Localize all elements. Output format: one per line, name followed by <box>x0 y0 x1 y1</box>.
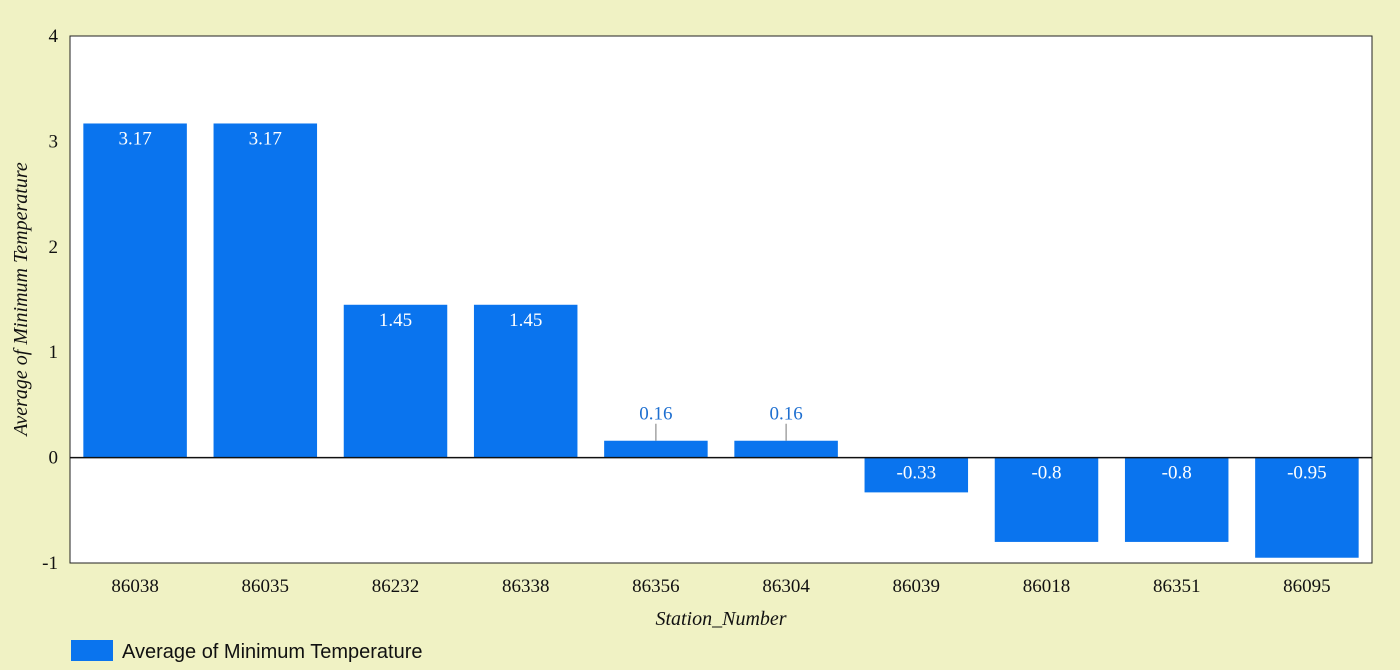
bar <box>1124 457 1229 542</box>
x-tick-label: 86232 <box>372 576 420 597</box>
x-tick-label: 86095 <box>1283 576 1331 597</box>
bar-value-label: -0.95 <box>1287 463 1327 484</box>
data-labels-group: 3.17 3.17 1.45 1.45 0.16 0.16 -0.33 -0.8 -0.8 -0.… <box>118 128 1326 483</box>
bar-value-label: 1.45 <box>509 310 542 331</box>
bar-value-label: 0.16 <box>639 404 672 425</box>
x-axis-title: Station_Number <box>655 608 786 630</box>
bar <box>343 304 448 458</box>
x-tick-label: 86018 <box>1023 576 1071 597</box>
bar-value-label: 3.17 <box>118 128 151 149</box>
legend-swatch <box>71 640 113 661</box>
x-tick-label: 86039 <box>893 576 941 597</box>
bar-value-label: 0.16 <box>769 404 802 425</box>
bar <box>734 440 838 458</box>
y-axis: -1 0 1 2 3 4 <box>42 26 58 574</box>
legend: Average of Minimum Temperature <box>71 640 423 663</box>
bars-group <box>83 123 1359 558</box>
y-tick-label: 1 <box>49 342 59 363</box>
x-tick-label: 86356 <box>632 576 680 597</box>
x-tick-label: 86304 <box>762 576 810 597</box>
bar-value-label: -0.8 <box>1031 463 1061 484</box>
bar-value-label: 1.45 <box>379 310 412 331</box>
bar <box>473 304 578 458</box>
legend-label: Average of Minimum Temperature <box>122 641 423 663</box>
bar <box>994 457 1099 542</box>
y-tick-label: 3 <box>49 131 59 152</box>
y-tick-label: 2 <box>49 237 59 258</box>
bar <box>604 440 708 458</box>
bar-value-label: 3.17 <box>249 128 282 149</box>
bar-value-label: -0.8 <box>1162 463 1192 484</box>
x-axis: 86038 86035 86232 86338 86356 86304 86039 86018… <box>111 576 1330 597</box>
x-tick-label: 86338 <box>502 576 550 597</box>
y-tick-label: -1 <box>42 553 58 574</box>
bar-value-label: -0.33 <box>897 463 937 484</box>
x-tick-label: 86038 <box>111 576 159 597</box>
x-tick-label: 86351 <box>1153 576 1201 597</box>
bar <box>864 457 969 493</box>
y-axis-title: Average of Minimum Temperature <box>10 162 32 438</box>
bar <box>213 123 318 458</box>
bar <box>1255 457 1359 558</box>
y-tick-label: 0 <box>49 448 59 469</box>
y-tick-label: 4 <box>49 26 59 47</box>
x-tick-label: 86035 <box>242 576 290 597</box>
bar <box>83 123 187 458</box>
